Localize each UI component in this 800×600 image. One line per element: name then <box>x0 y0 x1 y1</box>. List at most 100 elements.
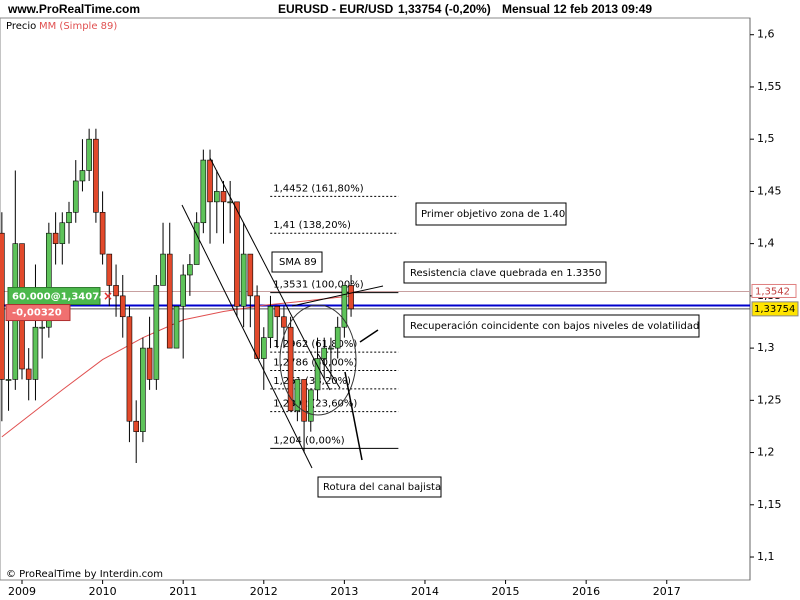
last-tag <box>751 301 799 317</box>
alert-tag <box>751 283 797 298</box>
candle-body <box>294 379 301 412</box>
x-tick-label: 2015 <box>492 585 520 598</box>
x-tick-label: 2013 <box>330 585 358 598</box>
close-icon: × <box>103 289 113 303</box>
order-label: 60.000@1,34074 <box>12 292 106 303</box>
annotations: Primer objetivo zona de 1.40 SMA 89 Resi… <box>271 202 700 498</box>
annotation: Recuperación coincidente con bajos nivel… <box>410 320 699 332</box>
candle-body <box>227 201 233 204</box>
candle-body <box>207 159 213 203</box>
y-tick-label: 1,2 <box>757 446 775 459</box>
x-tick-label: 2017 <box>653 585 681 598</box>
candle-body <box>193 222 200 265</box>
candle-body <box>254 295 260 359</box>
candle-body <box>119 295 126 318</box>
candle-body <box>79 170 86 182</box>
candle-body <box>341 285 348 328</box>
candle-body <box>274 306 281 318</box>
pnl-box <box>5 304 71 322</box>
x-tick-label: 2011 <box>169 585 197 598</box>
candle-body <box>46 232 52 328</box>
candle-body <box>200 159 207 224</box>
footer: © ProRealTime by Interdin.com <box>6 569 163 580</box>
annotation: Rotura del canal bajista <box>323 482 441 493</box>
y-tick-label: 1,3 <box>757 341 775 354</box>
candle-body <box>32 326 39 380</box>
candle-body <box>93 138 99 213</box>
candle-body <box>106 253 113 286</box>
legend-price: Precio <box>6 21 36 32</box>
y-tick-label: 1,25 <box>757 393 782 406</box>
candle-body <box>52 232 59 244</box>
candle-body <box>334 326 341 349</box>
candle-body <box>166 253 173 349</box>
alert-tag-label: 1,3542 <box>755 286 790 297</box>
candle-body <box>220 191 227 203</box>
y-tick-label: 1,6 <box>757 28 775 41</box>
candle-body <box>267 306 274 338</box>
candle-body <box>66 211 72 224</box>
fib-label: 1,3531 (100,00%) <box>273 280 364 291</box>
candle-body <box>39 326 45 329</box>
candle-body <box>287 326 294 412</box>
x-tick-label: 2009 <box>8 585 36 598</box>
drawings <box>181 157 384 469</box>
candle-body <box>328 347 334 350</box>
candle-body <box>314 358 321 391</box>
fib-label: 1,41 (138,20%) <box>273 220 351 231</box>
chart-title: EURUSD - EUR/USD <box>278 2 394 16</box>
candle-body <box>213 191 220 203</box>
candle-body <box>281 316 287 328</box>
legend-ma: MM (Simple 89) <box>39 21 117 32</box>
candle-body <box>126 316 133 422</box>
y-tick-label: 1,1 <box>757 550 775 563</box>
candle-body <box>260 337 267 359</box>
annotation: Primer objetivo zona de 1.40 <box>421 209 565 220</box>
fib-label: 1,204 (0,00%) <box>273 435 344 446</box>
candle-body <box>187 264 193 276</box>
pnl-label: -0,00320 <box>12 308 62 319</box>
y-tick-label: 1,4 <box>757 237 775 250</box>
candle-body <box>307 389 314 422</box>
period-text: Mensual 12 feb 2013 09:49 <box>502 2 652 16</box>
fib-label: 1,4452 (161,80%) <box>273 183 364 194</box>
y-tick-label: 1,5 <box>757 132 775 145</box>
fib-label: 1,2392 (23,60%) <box>273 399 357 410</box>
candle-body <box>240 253 247 307</box>
candle-body <box>133 420 140 432</box>
candle-body <box>234 201 240 307</box>
last-tag-label: 1,33754 <box>754 304 795 315</box>
candle-body <box>301 379 307 422</box>
candle-body <box>173 306 180 349</box>
candle-body <box>180 274 186 307</box>
fib-label: 1,261 (38,20%) <box>273 376 351 387</box>
y-tick-label: 1,45 <box>757 184 782 197</box>
y-tick-label: 1,15 <box>757 498 782 511</box>
fib-label: 1,2962 (61,80%) <box>273 339 357 350</box>
candle-body <box>59 222 66 244</box>
candle-body <box>5 379 12 381</box>
y-tick-label: 1,55 <box>757 80 782 93</box>
candle-body <box>0 232 5 380</box>
candle-body <box>146 347 153 380</box>
candle-body <box>153 285 160 380</box>
candle-body <box>321 347 328 359</box>
price-text: 1,33754 (-0,20%) <box>398 2 491 16</box>
annotation: Resistencia clave quebrada en 1.3350 <box>410 268 601 279</box>
candle-body <box>72 180 79 213</box>
candle-body <box>113 285 119 297</box>
annotation: SMA 89 <box>279 257 317 268</box>
candle-body <box>99 211 106 255</box>
x-tick-label: 2014 <box>411 585 439 598</box>
candle-body <box>25 368 32 380</box>
candle-body <box>86 138 92 171</box>
candle-body <box>140 347 146 432</box>
candle-body <box>160 253 166 286</box>
x-tick-label: 2016 <box>572 585 600 598</box>
site: www.ProRealTime.com <box>7 2 140 16</box>
x-tick-label: 2012 <box>250 585 278 598</box>
candle-body <box>247 253 254 297</box>
x-tick-label: 2010 <box>89 585 117 598</box>
candle-body <box>348 285 354 310</box>
